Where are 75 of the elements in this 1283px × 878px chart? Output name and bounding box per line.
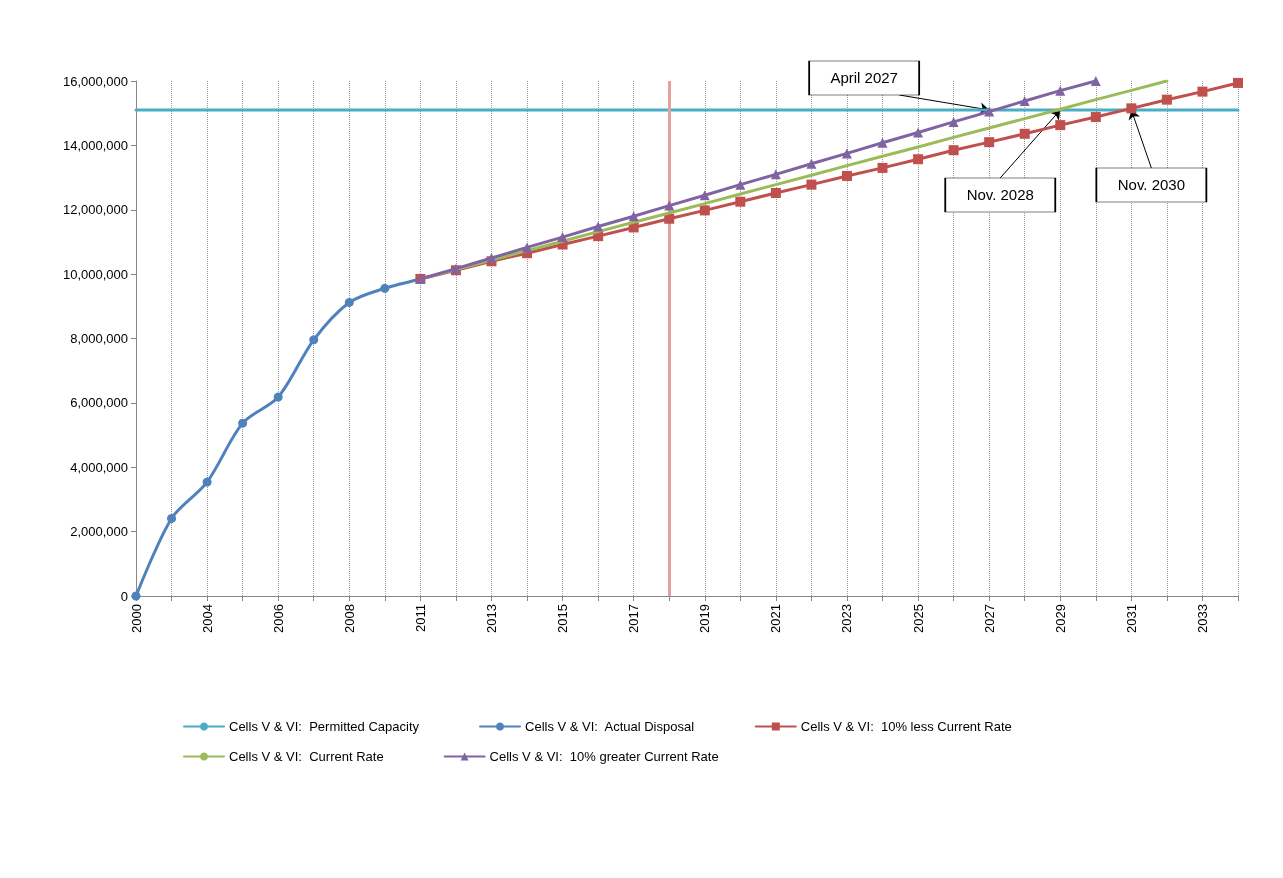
x-tick-label: 2019: [697, 604, 713, 633]
point: [628, 211, 639, 222]
annotation: Nov. 2028: [966, 186, 1034, 204]
point: [664, 213, 675, 224]
point: [877, 162, 888, 173]
point: [238, 418, 248, 428]
point: [841, 148, 852, 159]
point: [1126, 103, 1137, 114]
point: [1019, 95, 1030, 106]
x-tick-label: 2011: [412, 604, 428, 632]
point: [913, 154, 924, 165]
point: [699, 205, 710, 216]
y-tick-label: 4,000,000: [70, 459, 128, 475]
point: [1161, 94, 1172, 105]
point: [309, 335, 319, 345]
legend-label: Cells V & VI: Actual Disposal: [525, 719, 695, 734]
point: [984, 137, 995, 148]
x-tick-label: 2004: [199, 604, 215, 633]
y-tick-label: 16,000,000: [62, 73, 128, 89]
point: [1055, 120, 1066, 131]
point: [948, 116, 959, 127]
point: [1233, 77, 1243, 88]
point: [664, 200, 675, 211]
annotation: April 2027: [830, 69, 898, 87]
y-tick-label: 12,000,000: [62, 202, 128, 218]
point: [380, 283, 390, 293]
point: [1090, 76, 1101, 86]
y-tick-label: 2,000,000: [70, 524, 128, 540]
point: [699, 190, 710, 201]
point: [131, 591, 141, 601]
x-tick-label: 2015: [555, 604, 571, 633]
point: [557, 232, 568, 243]
point: [877, 137, 888, 148]
point: [202, 477, 212, 487]
point: [806, 179, 817, 190]
point: [770, 188, 781, 199]
legend-label: Cells V & VI: Current Rate: [229, 749, 384, 764]
x-tick-label: 2021: [768, 604, 784, 633]
x-tick-label: 2006: [270, 604, 286, 633]
point: [735, 196, 746, 207]
point: [1019, 128, 1030, 139]
point: [948, 145, 959, 156]
x-tick-label: 2027: [981, 604, 997, 633]
point: [770, 169, 781, 180]
y-tick-label: 6,000,000: [70, 395, 128, 411]
legend-label: Cells V & VI: 10% greater Current Rate: [489, 749, 719, 764]
x-tick-label: 2023: [839, 604, 855, 633]
point: [841, 170, 852, 181]
y-tick-label: 14,000,000: [62, 137, 128, 153]
x-tick-label: 2033: [1194, 604, 1210, 633]
point: [806, 158, 817, 169]
x-tick-label: 2013: [483, 604, 499, 633]
point: [984, 106, 995, 117]
x-tick-label: 2031: [1123, 604, 1139, 633]
point: [593, 221, 604, 232]
x-tick-label: 2008: [341, 604, 357, 633]
legend-label: Cells V & VI: Permitted Capacity: [229, 719, 420, 734]
point: [1090, 112, 1101, 123]
y-tick-label: 8,000,000: [70, 331, 128, 346]
annotation: Nov. 2030: [1117, 176, 1185, 194]
y-tick-label: 0: [120, 588, 128, 604]
point: [1197, 86, 1208, 97]
point: [1055, 85, 1066, 96]
point: [344, 297, 354, 307]
point: [522, 242, 533, 253]
legend-label: Cells V & VI: 10% less Current Rate: [800, 719, 1012, 734]
x-tick-label: 2029: [1052, 604, 1068, 633]
point: [735, 179, 746, 190]
point: [913, 127, 924, 138]
y-tick-label: 10,000,000: [62, 266, 128, 282]
x-tick-label: 2017: [626, 604, 642, 633]
point: [273, 392, 283, 402]
point: [167, 513, 177, 523]
x-tick-label: 2025: [910, 604, 926, 633]
x-tick-label: 2000: [128, 604, 144, 633]
